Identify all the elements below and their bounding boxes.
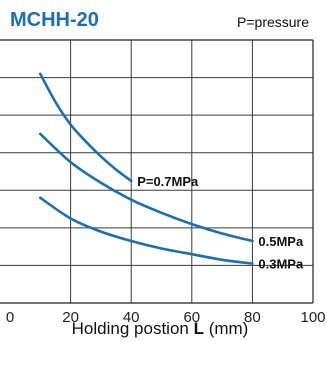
x-tick-labels: 0 20 40 60 80 100 — [6, 309, 326, 326]
grid — [0, 40, 313, 303]
x-axis-label-variable: L — [194, 319, 204, 338]
plot-frame — [0, 39, 314, 304]
x-axis-label-unit: (mm) — [204, 319, 248, 338]
x-axis-label: Holding postion L (mm) — [72, 319, 249, 338]
series-line-1 — [39, 132, 254, 243]
series-label-1: 0.5MPa — [258, 234, 304, 249]
x-tick-label-3: 60 — [183, 309, 200, 326]
series-labels: P=0.7MPa 0.5MPa 0.3MPa — [137, 174, 304, 272]
series-line-2 — [39, 196, 254, 265]
x-tick-label-1: 20 — [62, 309, 79, 326]
chart-title: MCHH-20 — [10, 9, 99, 31]
x-axis-label-prefix: Holding postion — [72, 319, 194, 338]
series-label-2: 0.3MPa — [258, 257, 304, 272]
x-tick-label-2: 40 — [123, 309, 140, 326]
x-tick-label-0: 0 — [6, 309, 14, 326]
x-tick-label-4: 80 — [244, 309, 261, 326]
series-line-0 — [39, 72, 133, 183]
chart-note: P=pressure — [237, 14, 309, 30]
series-lines — [39, 72, 254, 265]
x-tick-label-5: 100 — [300, 309, 325, 326]
series-label-0: P=0.7MPa — [137, 174, 199, 189]
